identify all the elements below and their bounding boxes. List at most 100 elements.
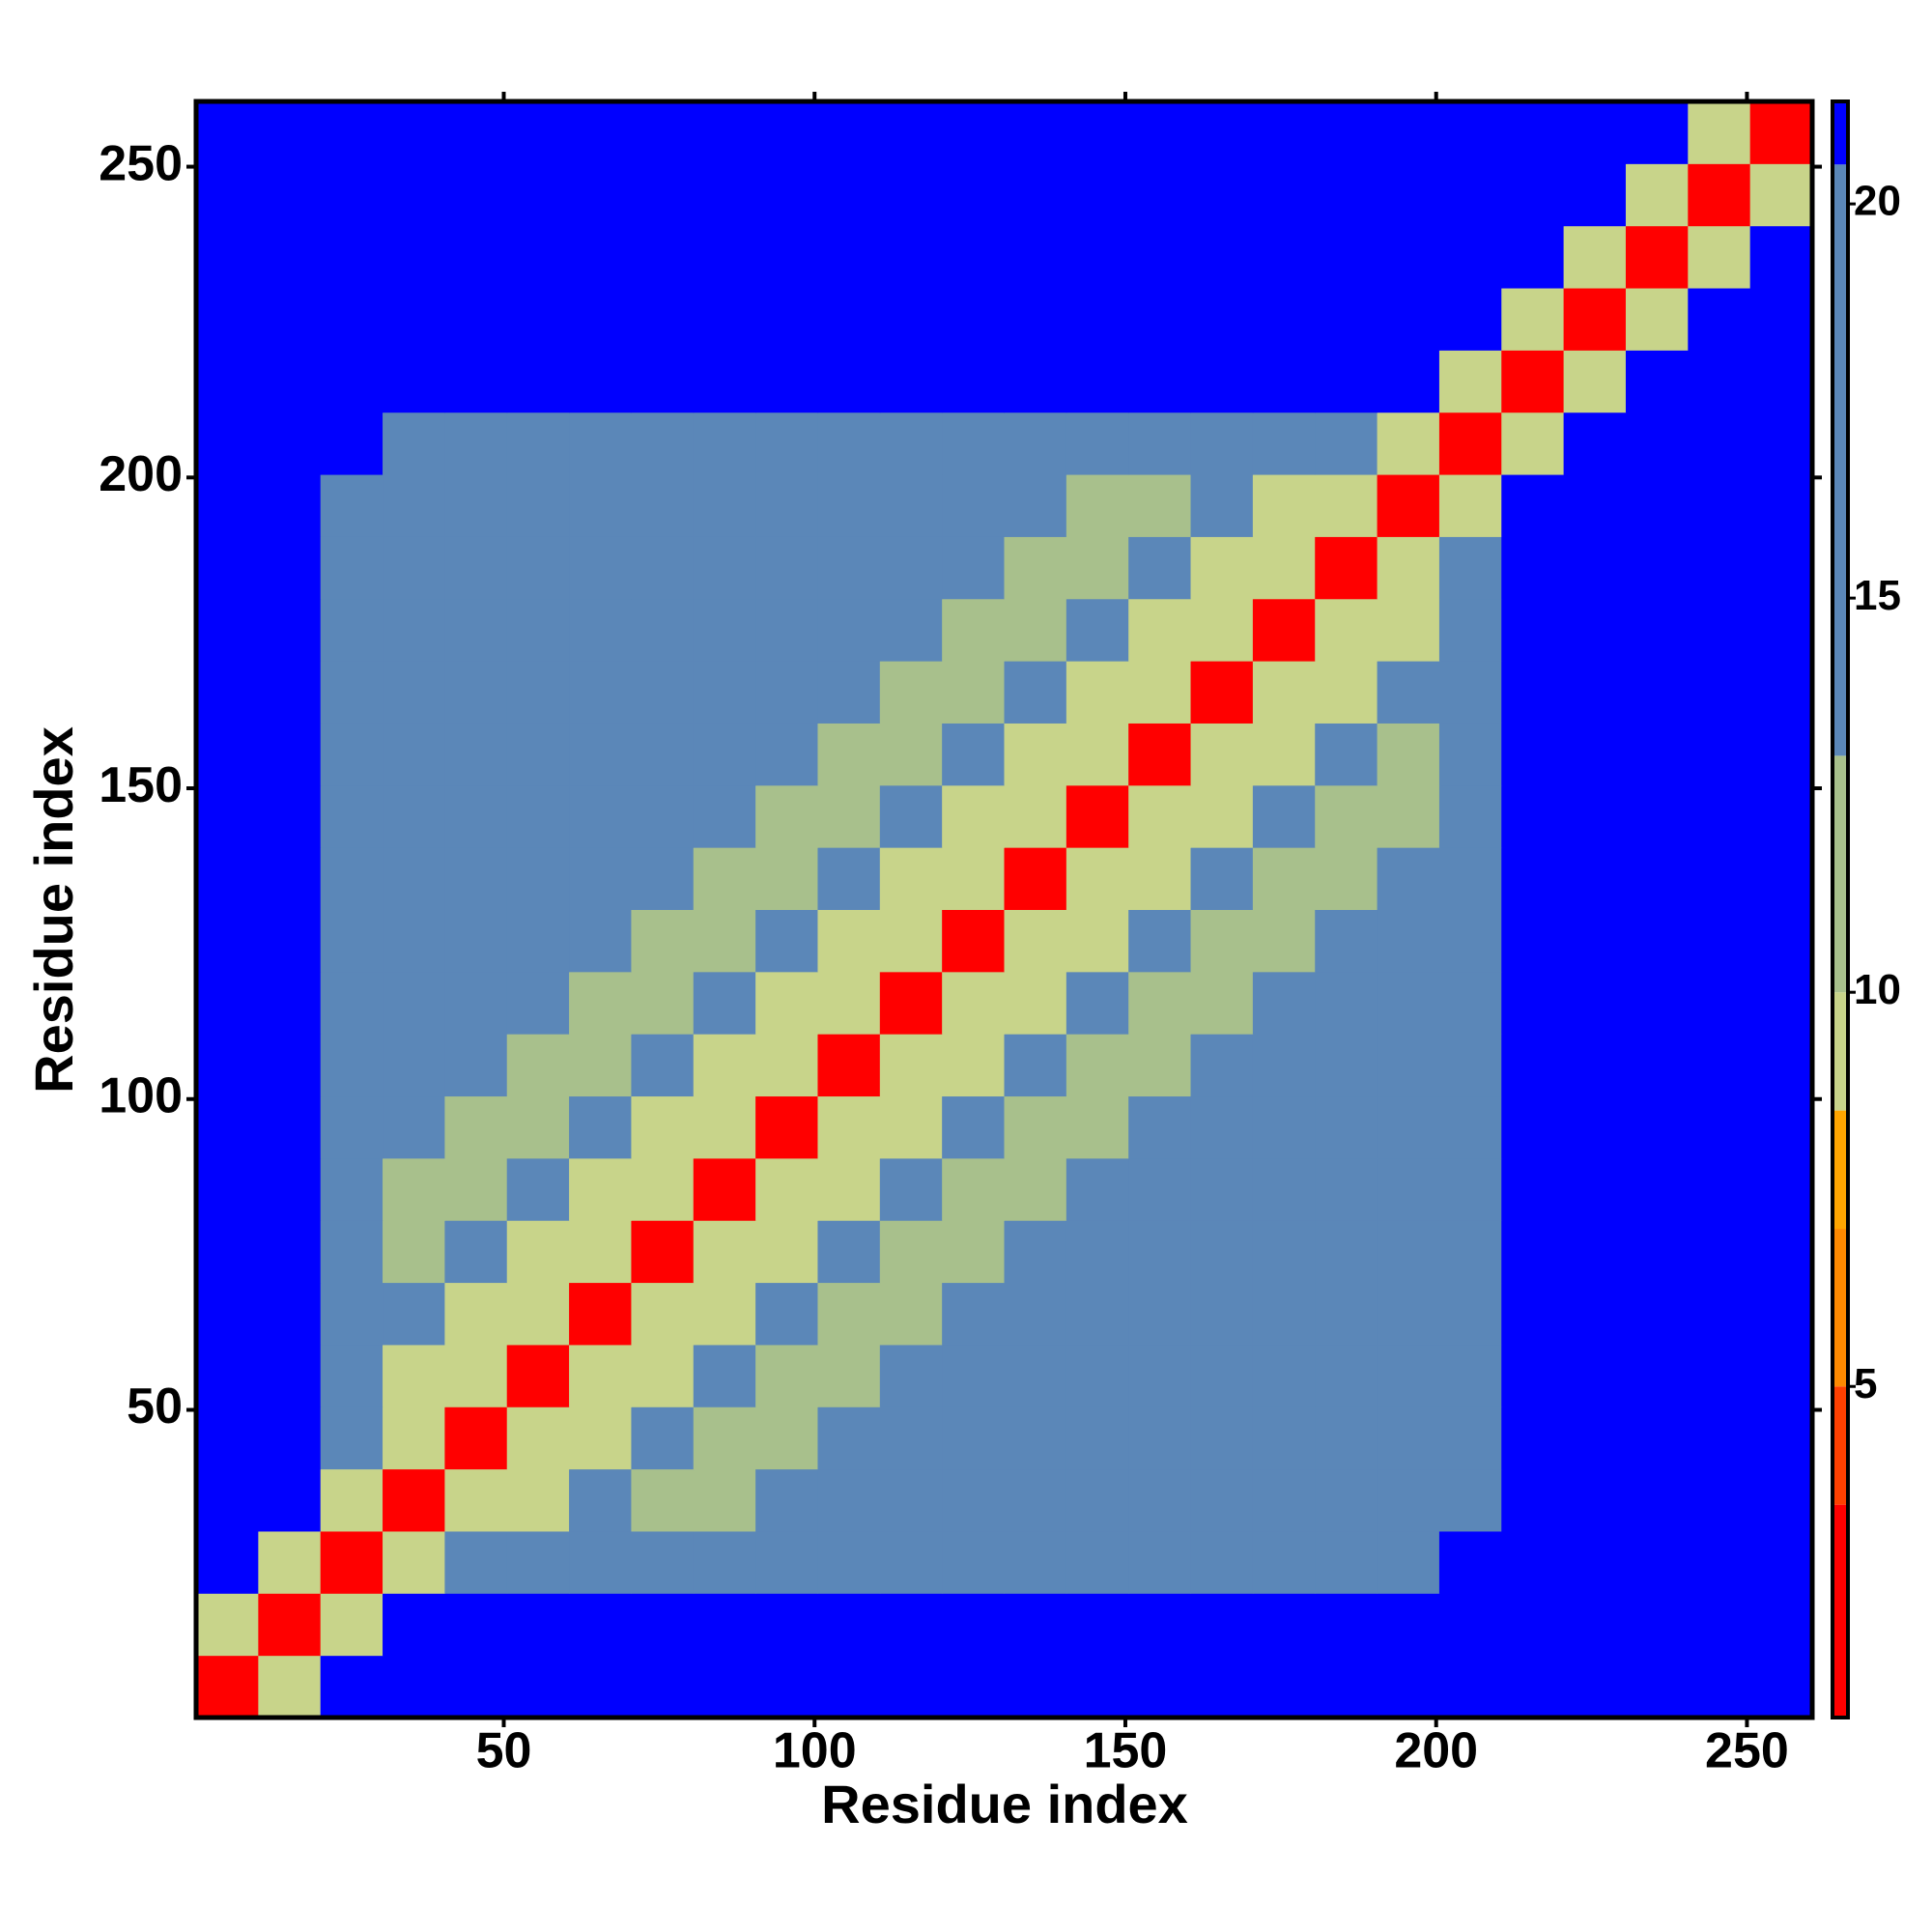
heat-cell (1315, 1034, 1378, 1097)
heat-cell (879, 784, 943, 848)
heat-cell (506, 1095, 570, 1159)
heat-cell (755, 1034, 818, 1097)
heat-cell (631, 1282, 695, 1346)
heat-cell (1438, 1034, 1502, 1097)
heat-cell (258, 163, 322, 227)
heat-cell (569, 598, 632, 662)
heat-cell (1315, 1157, 1378, 1221)
heat-cell (879, 474, 943, 537)
heat-cell (1377, 1157, 1440, 1221)
heat-cell (1190, 1034, 1254, 1097)
heat-cell (1688, 536, 1751, 600)
heat-cell (755, 536, 818, 600)
heat-cell (1252, 474, 1316, 537)
heat-cell (196, 598, 259, 662)
heat-cell (506, 971, 570, 1035)
colorbar-segment (1833, 1386, 1848, 1505)
heat-cell (1438, 225, 1502, 289)
heat-cell (1252, 1468, 1316, 1532)
heat-cell (1004, 412, 1067, 475)
heat-cell (1563, 1468, 1627, 1532)
heat-cell (1252, 598, 1316, 662)
heat-cell (258, 1468, 322, 1532)
heat-cell (1501, 847, 1565, 910)
heat-cell (1128, 101, 1192, 164)
heat-cell (1004, 1282, 1067, 1346)
heat-cell (506, 847, 570, 910)
heat-cell (817, 847, 881, 910)
heat-cell (1004, 1468, 1067, 1532)
heat-cell (693, 1655, 756, 1719)
heat-cell (817, 1406, 881, 1470)
heat-cell (1377, 1593, 1440, 1657)
heat-cell (383, 971, 445, 1035)
heat-cell (258, 1593, 322, 1657)
heat-cell (569, 163, 632, 227)
heat-cell (942, 1282, 1005, 1346)
heat-cell (817, 474, 881, 537)
heat-cell (1438, 1220, 1502, 1284)
heat-cell (693, 163, 756, 227)
heat-cell (1625, 412, 1689, 475)
heat-cell (1252, 412, 1316, 475)
heat-cell (631, 1468, 695, 1532)
heat-cell (693, 350, 756, 413)
heat-cell (631, 1095, 695, 1159)
heat-cell (942, 723, 1005, 786)
heat-cell (1128, 661, 1192, 724)
colorbar-segment (1833, 992, 1848, 1111)
heat-cell (1688, 1530, 1751, 1594)
heat-cell (383, 1468, 445, 1532)
heat-cell (755, 971, 818, 1035)
heat-cell (569, 412, 632, 475)
heat-cell (1190, 474, 1254, 537)
heat-cell (1438, 1095, 1502, 1159)
heat-cell (1563, 412, 1627, 475)
heat-cell (320, 1282, 384, 1346)
heat-cell (1377, 598, 1440, 662)
heat-cell (444, 661, 508, 724)
heat-cell (1688, 723, 1751, 786)
heat-cell (1190, 971, 1254, 1035)
heat-cell (1501, 1530, 1565, 1594)
heat-cell (1749, 412, 1813, 475)
heat-cell (444, 1034, 508, 1097)
heat-cell (1065, 971, 1129, 1035)
heat-cell (942, 1406, 1005, 1470)
heat-cell (1688, 847, 1751, 910)
heat-cell (755, 1406, 818, 1470)
heat-cell (1315, 163, 1378, 227)
heat-cell (879, 847, 943, 910)
heat-cell (942, 1157, 1005, 1221)
heat-cell (1749, 225, 1813, 289)
heat-cell (1252, 1344, 1316, 1407)
heat-cell (942, 971, 1005, 1035)
heat-cell (1315, 847, 1378, 910)
heat-cell (631, 288, 695, 351)
y-tick-label: 50 (127, 1378, 183, 1435)
heat-cell (1128, 536, 1192, 600)
heat-cell (258, 1282, 322, 1346)
heat-cell (1315, 1220, 1378, 1284)
heat-cell (1315, 784, 1378, 848)
heat-cell (320, 225, 384, 289)
heat-cell (1128, 1034, 1192, 1097)
heat-cell (444, 723, 508, 786)
heat-cell (755, 598, 818, 662)
heat-cell (444, 847, 508, 910)
heat-cell (693, 784, 756, 848)
heat-cell (879, 1034, 943, 1097)
heat-cell (1252, 1095, 1316, 1159)
heat-cell (569, 288, 632, 351)
heat-cell (1004, 350, 1067, 413)
heat-cell (320, 1095, 384, 1159)
heat-cell (942, 288, 1005, 351)
heat-cell (383, 784, 445, 848)
heat-cell (1749, 909, 1813, 973)
plot-frame (193, 99, 1815, 1720)
heat-cell (817, 784, 881, 848)
heat-cell (1563, 1282, 1627, 1346)
heat-cell (258, 474, 322, 537)
heat-cell (1004, 1530, 1067, 1594)
heat-cell (879, 350, 943, 413)
